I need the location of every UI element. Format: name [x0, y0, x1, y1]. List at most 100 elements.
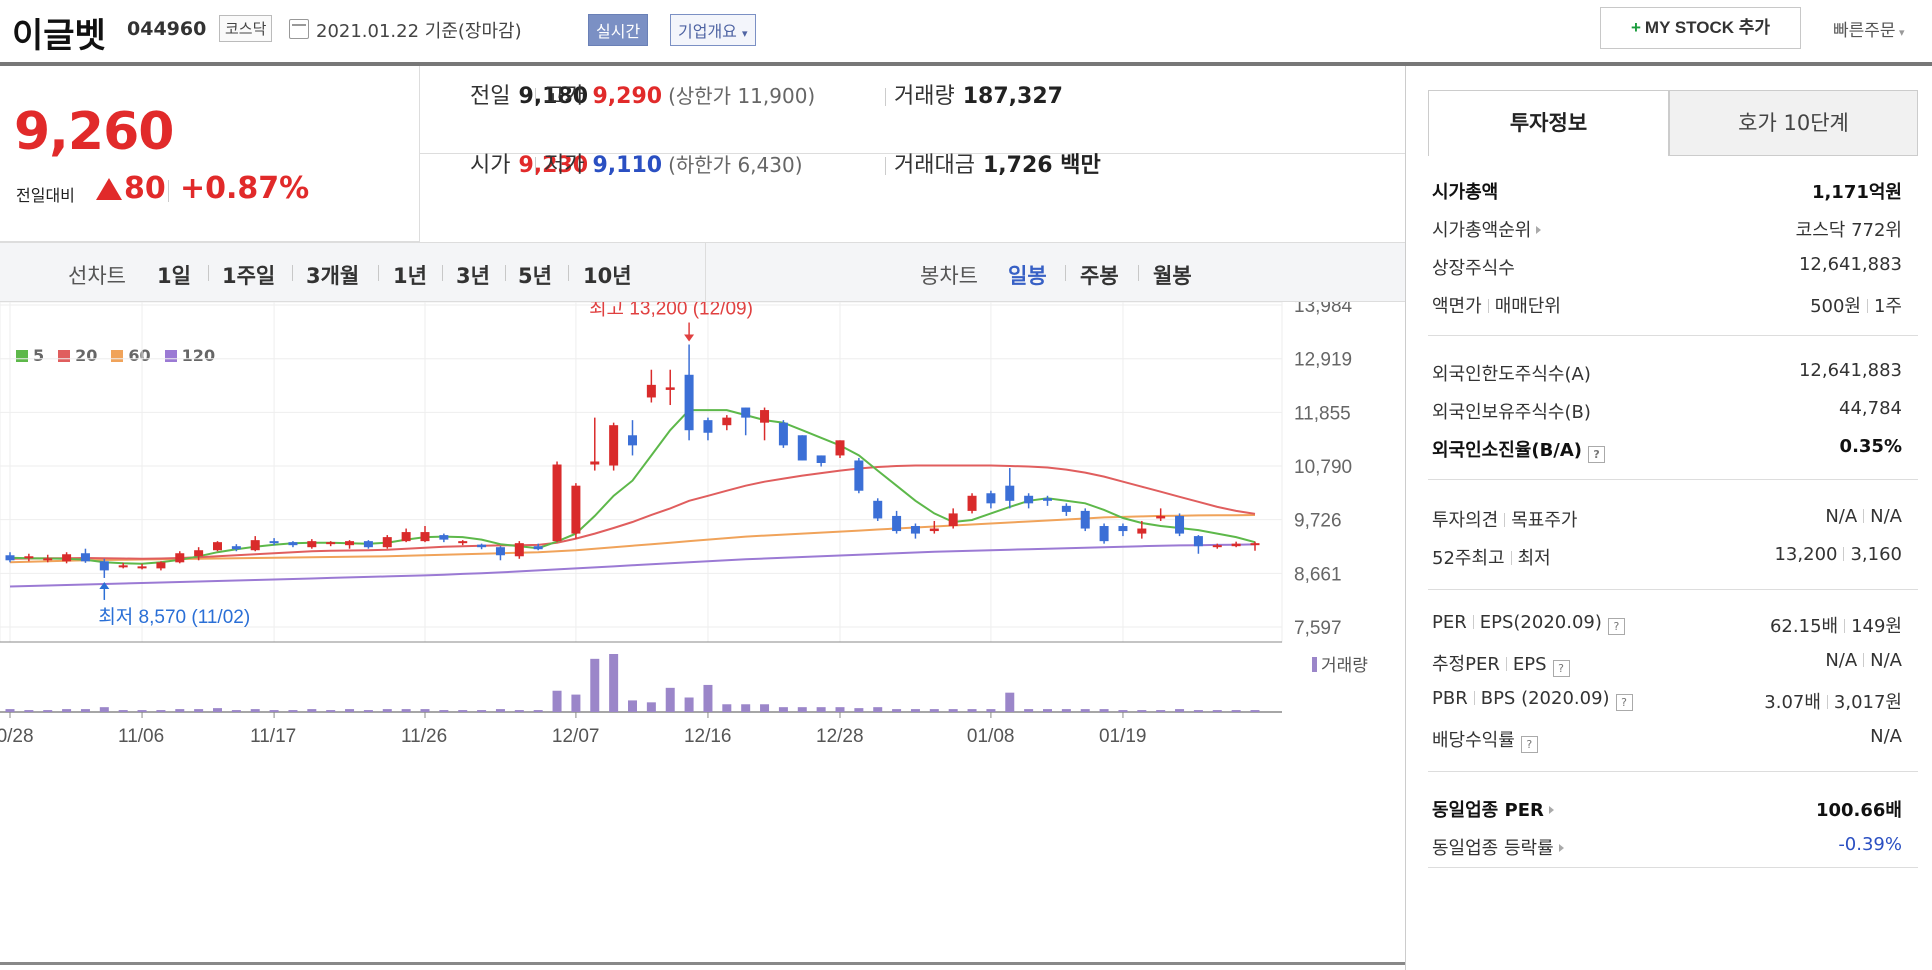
row-industry-rate[interactable]: 동일업종 등락률 -0.39%: [1432, 834, 1902, 859]
candle-body: [213, 542, 222, 551]
candle-weekly[interactable]: 주봉: [1080, 264, 1119, 288]
candle-body: [231, 546, 241, 550]
candle-body: [1118, 526, 1128, 532]
volume-bar: [1118, 710, 1128, 712]
up-triangle-icon: [96, 178, 122, 200]
volume-bar: [156, 710, 166, 712]
row-cap-rank[interactable]: 시가총액순위 코스닥 772위: [1432, 220, 1902, 241]
quick-order-dropdown[interactable]: 빠른주문 ▾: [1833, 16, 1905, 41]
chevron-right-icon: [1558, 844, 1564, 852]
candle-body: [363, 541, 373, 548]
volume-bar: [514, 710, 524, 712]
y-tick-label: 7,597: [1294, 618, 1342, 639]
x-tick-label: 01/08: [967, 726, 1015, 747]
candle-body: [43, 558, 53, 561]
volume-bar: [1156, 710, 1166, 712]
volume-bar: [118, 710, 128, 712]
company-overview-dropdown[interactable]: 기업개요 ▾: [670, 14, 756, 46]
quick-order-label: 빠른주문: [1833, 21, 1896, 41]
market-badge: 코스닥: [219, 15, 273, 42]
y-tick-label: 11,855: [1294, 403, 1351, 424]
candle-body: [1024, 495, 1034, 504]
candle-daily[interactable]: 일봉: [1008, 264, 1047, 288]
candle-body: [1005, 485, 1015, 501]
volume-bar: [741, 704, 751, 712]
period-1d[interactable]: 1일: [157, 264, 191, 288]
panel-divider: [1405, 66, 1406, 970]
y-tick-label: 10,790: [1294, 457, 1352, 478]
low-arrow-head: [99, 581, 110, 589]
plus-icon: +: [1630, 18, 1641, 37]
volume-bar: [250, 709, 260, 712]
volume-bar: [1024, 709, 1034, 712]
volume-bar: [929, 709, 939, 712]
y-tick-label: 9,726: [1294, 511, 1342, 532]
candle-body: [326, 542, 336, 545]
row-face-unit: 액면가 매매단위 500원 1주: [1432, 296, 1902, 317]
period-1y[interactable]: 1년: [393, 264, 427, 288]
candle-body: [967, 495, 977, 511]
candle-body: [24, 556, 34, 559]
volume: 거래량 187,327: [885, 78, 1063, 110]
ma60-line: [9, 514, 1256, 564]
candle-body: [665, 387, 675, 390]
candle-body: [420, 532, 430, 542]
candle-body: [1043, 498, 1052, 501]
period-3m[interactable]: 3개월: [306, 264, 360, 288]
divider: [1138, 265, 1139, 281]
section-market-cap: 시가총액 1,171억원 시가총액순위 코스닥 772위 상장주식수 12,641,8…: [1428, 156, 1918, 336]
help-icon[interactable]: ?: [1607, 618, 1625, 635]
candle-body: [439, 535, 449, 540]
help-icon[interactable]: ?: [1615, 694, 1633, 711]
period-3y[interactable]: 3년: [456, 264, 490, 288]
volume-bar: [628, 700, 637, 712]
help-icon[interactable]: ?: [1552, 660, 1570, 677]
price-chart[interactable]: 5 20 60 120 13,984 12,919 11,855 10,790 9,726 8,…: [0, 302, 1405, 970]
candle-body: [401, 532, 411, 542]
chart-bottom-divider: [0, 962, 1405, 965]
volume-bar: [213, 708, 222, 712]
divider: [568, 265, 569, 281]
header-divider: [0, 62, 1932, 66]
period-1w[interactable]: 1주일: [222, 264, 276, 288]
candle-body: [590, 461, 600, 465]
candle-monthly[interactable]: 월봉: [1153, 264, 1192, 288]
volume-bar: [948, 709, 958, 712]
period-10y[interactable]: 10년: [583, 264, 632, 288]
volume-bar: [80, 709, 90, 712]
candle-body: [816, 455, 826, 464]
candle-body: [345, 541, 355, 546]
tab-investment-info[interactable]: 투자정보: [1428, 90, 1669, 156]
add-my-stock-button[interactable]: + MY STOCK 추가: [1600, 7, 1801, 49]
divider: [705, 243, 706, 303]
candle-body: [1099, 526, 1109, 542]
tab-orderbook[interactable]: 호가 10단계: [1669, 90, 1918, 156]
candle-body: [533, 546, 543, 550]
volume-bar: [1137, 710, 1147, 712]
volume-bar: [382, 709, 392, 712]
candle-body: [910, 526, 920, 534]
help-icon[interactable]: ?: [1588, 446, 1606, 463]
candle-body: [628, 435, 637, 446]
realtime-button[interactable]: 실시간: [588, 14, 649, 46]
volume-bar: [1005, 692, 1015, 712]
candle-body: [514, 543, 524, 557]
volume-bar: [43, 710, 53, 712]
stock-name: 이글벳: [12, 16, 106, 56]
volume-bar: [345, 709, 355, 712]
volume-bar: [910, 709, 920, 712]
candle-body: [118, 565, 128, 568]
volume-bar: [24, 710, 34, 712]
period-5y[interactable]: 5년: [518, 264, 552, 288]
row-market-cap: 시가총액 1,171억원: [1432, 182, 1902, 203]
volume-bar: [778, 707, 788, 712]
candle-body: [1212, 545, 1222, 548]
legend-label: 60: [128, 346, 151, 365]
volume-bar: [326, 710, 336, 712]
stock-header: 이글벳 044960 코스닥 2021.01.22 기준(장마감) 실시간 기업…: [0, 0, 1932, 62]
divider: [168, 180, 169, 202]
candle-body: [703, 420, 713, 433]
help-icon[interactable]: ?: [1520, 736, 1538, 753]
candle-body: [194, 550, 204, 557]
row-industry-per[interactable]: 동일업종 PER 100.66배: [1432, 800, 1902, 821]
